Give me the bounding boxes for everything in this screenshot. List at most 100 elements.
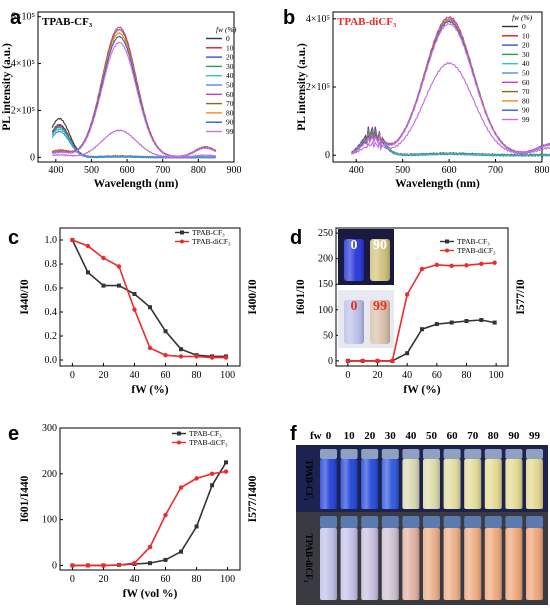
vial-cap [402,449,420,459]
data-point [420,327,424,332]
inset-fw-label: 99 [373,299,387,314]
legend-title: fw (%) [512,13,533,22]
data-point [345,358,351,364]
vial-glass [402,528,420,600]
x-tick-label: 400 [48,165,63,176]
vial-cap [340,449,358,459]
x-tick-label: 60 [161,370,171,381]
x-tick-label: 500 [395,165,410,176]
legend-label: 99 [226,127,234,136]
vial-cap [443,516,461,528]
x-axis-label: fW (%) [403,384,440,396]
data-point [178,485,184,490]
spectrum-line-60 [351,15,550,155]
x-tick-label: 60 [161,574,171,585]
data-point [464,319,469,324]
y-tick-label: 6×10⁵ [11,12,35,23]
vial-glass [320,459,337,509]
legend-label: TPAB-CF₃ [189,429,222,438]
data-point [449,263,454,269]
legend-marker [177,440,181,445]
y-tick-label: 0.6 [45,283,58,294]
spectrum-line-99 [52,41,217,158]
plot-title: TPAB-diCF₃ [337,16,397,28]
vial-cap [423,516,440,528]
fw-value: 10 [344,430,356,442]
y-axis-label-right: I577/I400 [247,475,259,522]
data-point [479,261,484,266]
data-point [209,355,215,360]
x-tick-label: 20 [98,370,108,381]
data-point [132,560,137,566]
spectrum-line-80 [351,17,550,155]
x-tick-label: 80 [192,370,202,381]
vial-cap [320,516,337,528]
vial-glass [526,459,543,509]
vial-cap [526,449,543,459]
vial-glass [505,459,523,509]
x-tick-label: 900 [227,165,242,176]
vial-cap [484,449,502,459]
legend-label: 0 [522,22,526,31]
y-axis-label-right: I577/I0 [515,279,527,314]
fw-value: 90 [508,430,520,442]
vial-cap [361,449,379,459]
series-line-1 [72,239,226,359]
legend-label: TPAB-diCF₃ [189,438,228,447]
fw-label: fw [310,430,322,442]
vial-glass [423,459,440,509]
data-point [178,354,184,359]
legend-label: TPAB-diCF₃ [457,246,496,255]
vial-cap [464,449,482,459]
vial-glass [443,459,461,509]
inset-vial-glass [370,300,390,344]
panel-label-c: c [8,227,19,249]
data-point [148,305,152,310]
x-tick-label: 40 [129,370,139,381]
legend-marker [445,239,449,244]
vial-glass [526,528,543,600]
vial-glass [505,528,523,600]
data-point [163,353,168,358]
vial-glass [484,528,502,600]
legend-label: 99 [522,115,530,124]
x-axis-label: Wavelength (nm) [94,178,179,190]
y-axis-label-right: I400/I0 [247,279,259,314]
y-tick-label: 100 [318,305,333,316]
vial-cap [320,449,337,459]
vials-row-tpab-dicf3 [320,516,543,600]
data-point [434,262,440,267]
legend-marker [180,230,184,235]
data-point [224,460,229,465]
row2-label: TPAB-diCF₃ [304,534,314,583]
legend-label: 20 [522,41,530,50]
data-point [404,292,410,297]
x-tick-label: 0 [345,370,350,381]
inset-fw-label: 90 [373,238,387,253]
spectrum-line-99 [351,22,550,155]
y-axis-label: PL intensity (a.u.) [296,43,308,131]
data-point [223,355,229,360]
data-point [449,320,454,325]
fw-value: 70 [467,430,479,442]
spectrum-line-violet [351,61,550,155]
x-tick-label: 40 [129,574,139,585]
series-line-0 [72,461,227,567]
chart-e-i601-i440-ratio: 0 20 40 60 80 100 0 100 200 300 fW (vol %) I601/I44… [19,423,259,600]
x-tick-label: 80 [461,370,471,381]
x-axis-label: fW (%) [131,384,168,396]
inset-vial-glass [344,300,364,344]
vial-cap [340,516,358,528]
data-point [85,563,91,568]
vial-glass [423,528,440,600]
vial-glass [361,528,379,600]
vial-cap [361,516,379,528]
data-point [116,562,122,568]
legend-label: TPAB-diCF₃ [192,237,231,246]
y-tick-label: 4×10⁵ [11,59,35,70]
data-point [179,549,184,554]
vial-glass [464,528,482,600]
legend-label: 70 [226,99,234,108]
spectrum-line-90 [351,20,550,155]
